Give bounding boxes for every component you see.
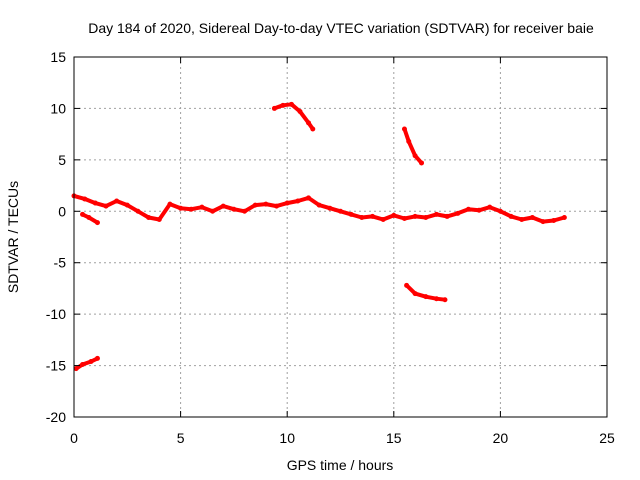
data-point <box>73 366 79 372</box>
y-tick-label: 10 <box>50 100 66 116</box>
data-point <box>271 105 277 111</box>
data-point <box>124 202 130 208</box>
data-point <box>280 102 286 108</box>
data-point <box>310 126 316 132</box>
data-point <box>406 138 412 144</box>
grid-layer <box>74 57 607 417</box>
data-point <box>348 211 354 217</box>
data-point <box>551 218 557 224</box>
data-point <box>263 201 269 207</box>
y-tick-label: -20 <box>46 409 66 425</box>
data-point <box>401 126 407 132</box>
data-point <box>297 109 303 115</box>
data-point <box>476 207 482 213</box>
data-point <box>252 202 258 208</box>
data-point <box>327 205 333 211</box>
data-point <box>412 291 418 297</box>
data-point <box>423 214 429 220</box>
data-point <box>188 206 194 212</box>
data-point <box>82 196 88 202</box>
data-point <box>306 120 312 126</box>
data-point <box>419 160 425 166</box>
data-point <box>114 198 120 204</box>
data-point <box>135 208 141 214</box>
data-point <box>487 204 493 210</box>
data-point <box>433 296 439 302</box>
y-axis-label: SDTVAR / TECUs <box>5 181 21 293</box>
series-descending-right <box>402 127 424 165</box>
data-point <box>288 101 294 107</box>
data-point <box>423 294 429 300</box>
data-point <box>167 201 173 207</box>
data-point <box>391 212 397 218</box>
data-point <box>529 214 535 220</box>
data-point <box>442 297 448 303</box>
data-point <box>455 210 461 216</box>
data-point <box>497 208 503 214</box>
data-point <box>210 208 216 214</box>
data-point <box>380 217 386 223</box>
data-point <box>295 198 301 204</box>
data-point <box>80 362 86 368</box>
data-point <box>86 214 92 220</box>
x-tick-label: 20 <box>493 430 509 446</box>
data-point <box>306 195 312 201</box>
data-point <box>242 208 248 214</box>
data-point <box>519 217 525 223</box>
y-tick-label: 15 <box>50 49 66 65</box>
data-point <box>94 220 100 226</box>
y-tick-label: 0 <box>58 203 66 219</box>
series-upper-arc <box>272 102 315 131</box>
x-tick-label: 15 <box>386 430 402 446</box>
data-point <box>156 217 162 223</box>
data-point <box>359 214 365 220</box>
data-point <box>369 213 375 219</box>
data-point <box>412 213 418 219</box>
data-point <box>508 213 514 219</box>
data-point <box>401 215 407 221</box>
data-point <box>231 206 237 212</box>
x-tick-label: 0 <box>70 430 78 446</box>
data-point <box>433 211 439 217</box>
data-point <box>199 204 205 210</box>
x-tick-label: 10 <box>279 430 295 446</box>
data-point <box>404 282 410 288</box>
y-tick-label: -10 <box>46 306 66 322</box>
y-tick-label: -15 <box>46 358 66 374</box>
x-axis-label: GPS time / hours <box>287 457 394 473</box>
x-tick-label: 25 <box>599 430 615 446</box>
data-point <box>103 203 109 209</box>
data-point <box>338 208 343 214</box>
data-point <box>178 205 184 211</box>
data-point <box>274 203 280 209</box>
tick-layer: 0 5 10 15 20 25 -20 -15 -10 -5 0 5 10 15 <box>46 49 615 446</box>
data-point <box>80 211 86 217</box>
series-layer <box>71 101 567 372</box>
data-point <box>220 203 226 209</box>
chart-title: Day 184 of 2020, Sidereal Day-to-day VTE… <box>88 20 594 36</box>
data-point <box>316 202 322 208</box>
data-point <box>88 358 94 364</box>
data-point <box>465 206 471 212</box>
data-point <box>94 355 100 361</box>
plot-frame <box>73 56 608 418</box>
y-tick-label: -5 <box>54 255 67 271</box>
data-point <box>146 214 152 220</box>
series-low-left <box>74 356 100 371</box>
data-point <box>561 214 567 220</box>
data-point <box>412 153 418 159</box>
data-point <box>284 200 290 206</box>
x-tick-label: 5 <box>177 430 185 446</box>
y-tick-label: 5 <box>58 152 66 168</box>
data-point <box>444 213 450 219</box>
data-point <box>92 200 98 206</box>
data-point <box>540 219 546 225</box>
